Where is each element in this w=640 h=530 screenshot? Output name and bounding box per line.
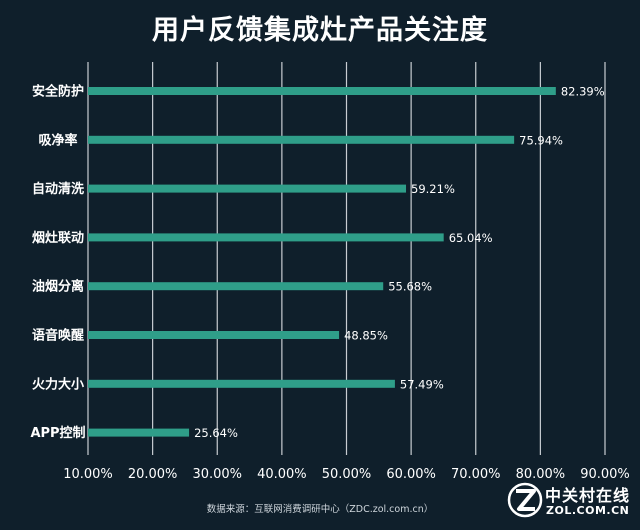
category-label: 自动清洗: [32, 181, 84, 197]
x-tick-label: 20.00%: [128, 467, 178, 482]
bar: [88, 135, 515, 144]
data-label: 48.85%: [344, 329, 388, 343]
category-label: APP控制: [30, 425, 85, 441]
bar: [88, 331, 340, 339]
bar: [88, 184, 407, 193]
category-label: 吸净率: [38, 132, 77, 148]
x-tick-label: 80.00%: [516, 467, 566, 482]
category-label: 油烟分离: [32, 279, 84, 295]
data-label: 59.21%: [411, 182, 455, 196]
bar: [88, 428, 190, 437]
zol-logo: 中关村在线 ZOL.COM.CN: [507, 478, 637, 526]
data-label: 57.49%: [400, 377, 444, 391]
bar: [88, 379, 395, 388]
data-label: 82.39%: [561, 85, 605, 99]
data-label: 75.94%: [519, 133, 563, 147]
data-source-note: 数据来源：互联网消费调研中心（ZDC.zol.com.cn）: [206, 504, 434, 515]
zol-logo-icon: [507, 482, 543, 518]
category-label: 烟灶联动: [32, 230, 84, 246]
chart-title: 用户反馈集成灶产品关注度: [152, 15, 488, 46]
category-label: 安全防护: [32, 84, 84, 100]
bar: [88, 87, 556, 95]
x-tick-label: 40.00%: [257, 467, 307, 482]
logo-domain: ZOL.COM.CN: [546, 504, 630, 517]
x-tick-label: 70.00%: [451, 467, 501, 482]
data-label: 25.64%: [194, 426, 238, 440]
data-label: 55.68%: [388, 280, 432, 294]
x-tick-label: 90.00%: [580, 467, 630, 482]
x-tick-label: 50.00%: [322, 467, 372, 482]
category-label: 语音唤醒: [32, 328, 84, 344]
x-tick-label: 30.00%: [192, 467, 242, 482]
logo-chinese-name: 中关村在线: [545, 486, 631, 505]
bar: [88, 233, 444, 242]
bar: [88, 282, 384, 291]
x-tick-label: 60.00%: [386, 467, 436, 482]
x-tick-label: 10.00%: [63, 467, 113, 482]
data-label: 65.04%: [449, 231, 493, 245]
category-label: 火力大小: [32, 376, 84, 392]
